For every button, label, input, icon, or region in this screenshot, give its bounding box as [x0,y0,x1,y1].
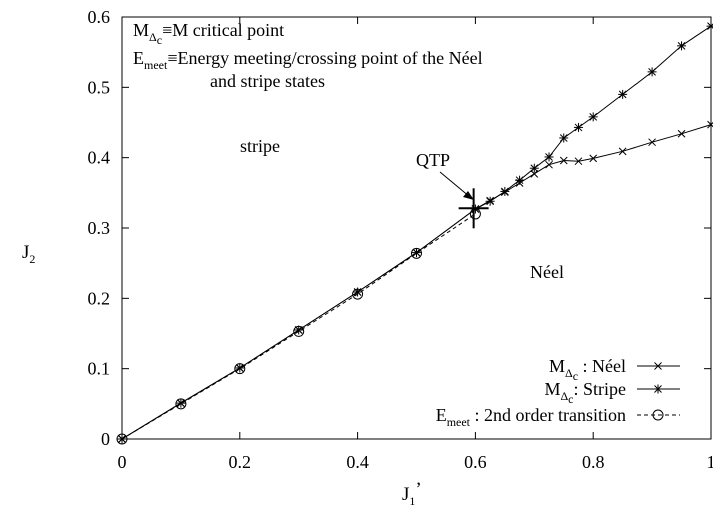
data-point [234,363,246,375]
marker-stroke [530,169,539,178]
legend-label-stripe: MΔc: Stripe [544,379,626,406]
marker-circle [293,325,305,337]
axis-ticks: 0 0.2 0.4 0.6 0.8 1 0 0.1 0.2 0.3 0.4 0.5 0.6 [88,7,713,472]
series-layer [116,21,713,445]
data-point [544,152,554,162]
legend: MΔc : Néel MΔc: Stripe Emeet : 2nd order… [436,356,680,429]
x-tick-label: 0.4 [346,452,369,472]
data-point [618,89,628,99]
x-axis-label: J1’ [402,479,422,508]
data-point [515,175,525,185]
marker-circle [411,247,422,259]
x-tick-label: 0.2 [229,452,252,472]
data-point [116,433,128,445]
data-point [175,398,187,410]
data-point [677,129,686,138]
data-point [352,288,364,300]
data-point [500,186,510,196]
annotation-e-meet-cont: and stripe states [210,71,325,91]
marker-circle [652,409,664,421]
data-point [652,409,664,421]
data-point [648,138,656,147]
y-tick-label: 0.4 [88,148,111,168]
marker-stroke [654,362,662,370]
x-tick-label: 0.6 [464,452,487,472]
legend-label-neel: MΔc : Néel [549,356,626,383]
legend-label-emeet: Emeet : 2nd order transition [436,405,626,429]
x-tick-label: 1 [707,452,713,472]
marker-stroke [707,121,713,129]
x-tick-label: 0 [118,452,127,472]
y-tick-label: 0.2 [88,288,111,308]
data-point [559,133,569,143]
qtp-marker [458,188,489,229]
data-point [545,160,553,169]
marker-stroke [545,160,553,169]
marker-circle [116,433,128,445]
qtp-arrowhead [463,191,474,200]
data-point [706,21,713,31]
data-point [176,398,186,408]
marker-circle [352,288,364,300]
data-point [653,384,663,394]
y-axis-label: J2 [22,242,35,266]
qtp-label: QTP [416,150,450,170]
qtp-arrow [439,171,471,198]
data-point [559,156,568,165]
data-point [588,112,598,122]
x-tick-label: 0.8 [582,452,605,472]
data-point [707,120,713,129]
data-point [589,154,598,163]
marker-circle [234,363,246,375]
y-tick-label: 0.3 [88,218,111,238]
marker-stroke [574,157,583,166]
y-tick-label: 0.1 [88,359,111,379]
annotation-e-meet: Emeet≡Energy meeting/crossing point of t… [133,48,483,72]
series-line-2 [121,213,476,440]
annotation-m-critical: MΔc≡M critical point [133,20,284,47]
data-point [573,122,583,132]
marker-stroke [559,156,568,165]
data-point [485,196,495,206]
marker-stroke [677,129,686,138]
data-point [411,247,422,259]
y-tick-label: 0.5 [88,77,111,97]
region-label-stripe: stripe [240,136,280,156]
data-point [677,41,687,51]
y-tick-label: 0.6 [88,7,111,27]
marker-stroke [589,154,598,163]
data-point [412,248,421,258]
data-point [530,169,539,178]
data-point [574,157,583,166]
data-point [654,362,662,370]
data-point [529,163,539,173]
marker-stroke [618,147,627,156]
y-tick-label: 0 [101,429,110,449]
region-label-neel: Néel [530,262,564,282]
marker-stroke [648,138,656,147]
data-point [293,325,305,337]
data-point [618,147,627,156]
data-point [647,67,657,77]
marker-circle [175,398,187,410]
